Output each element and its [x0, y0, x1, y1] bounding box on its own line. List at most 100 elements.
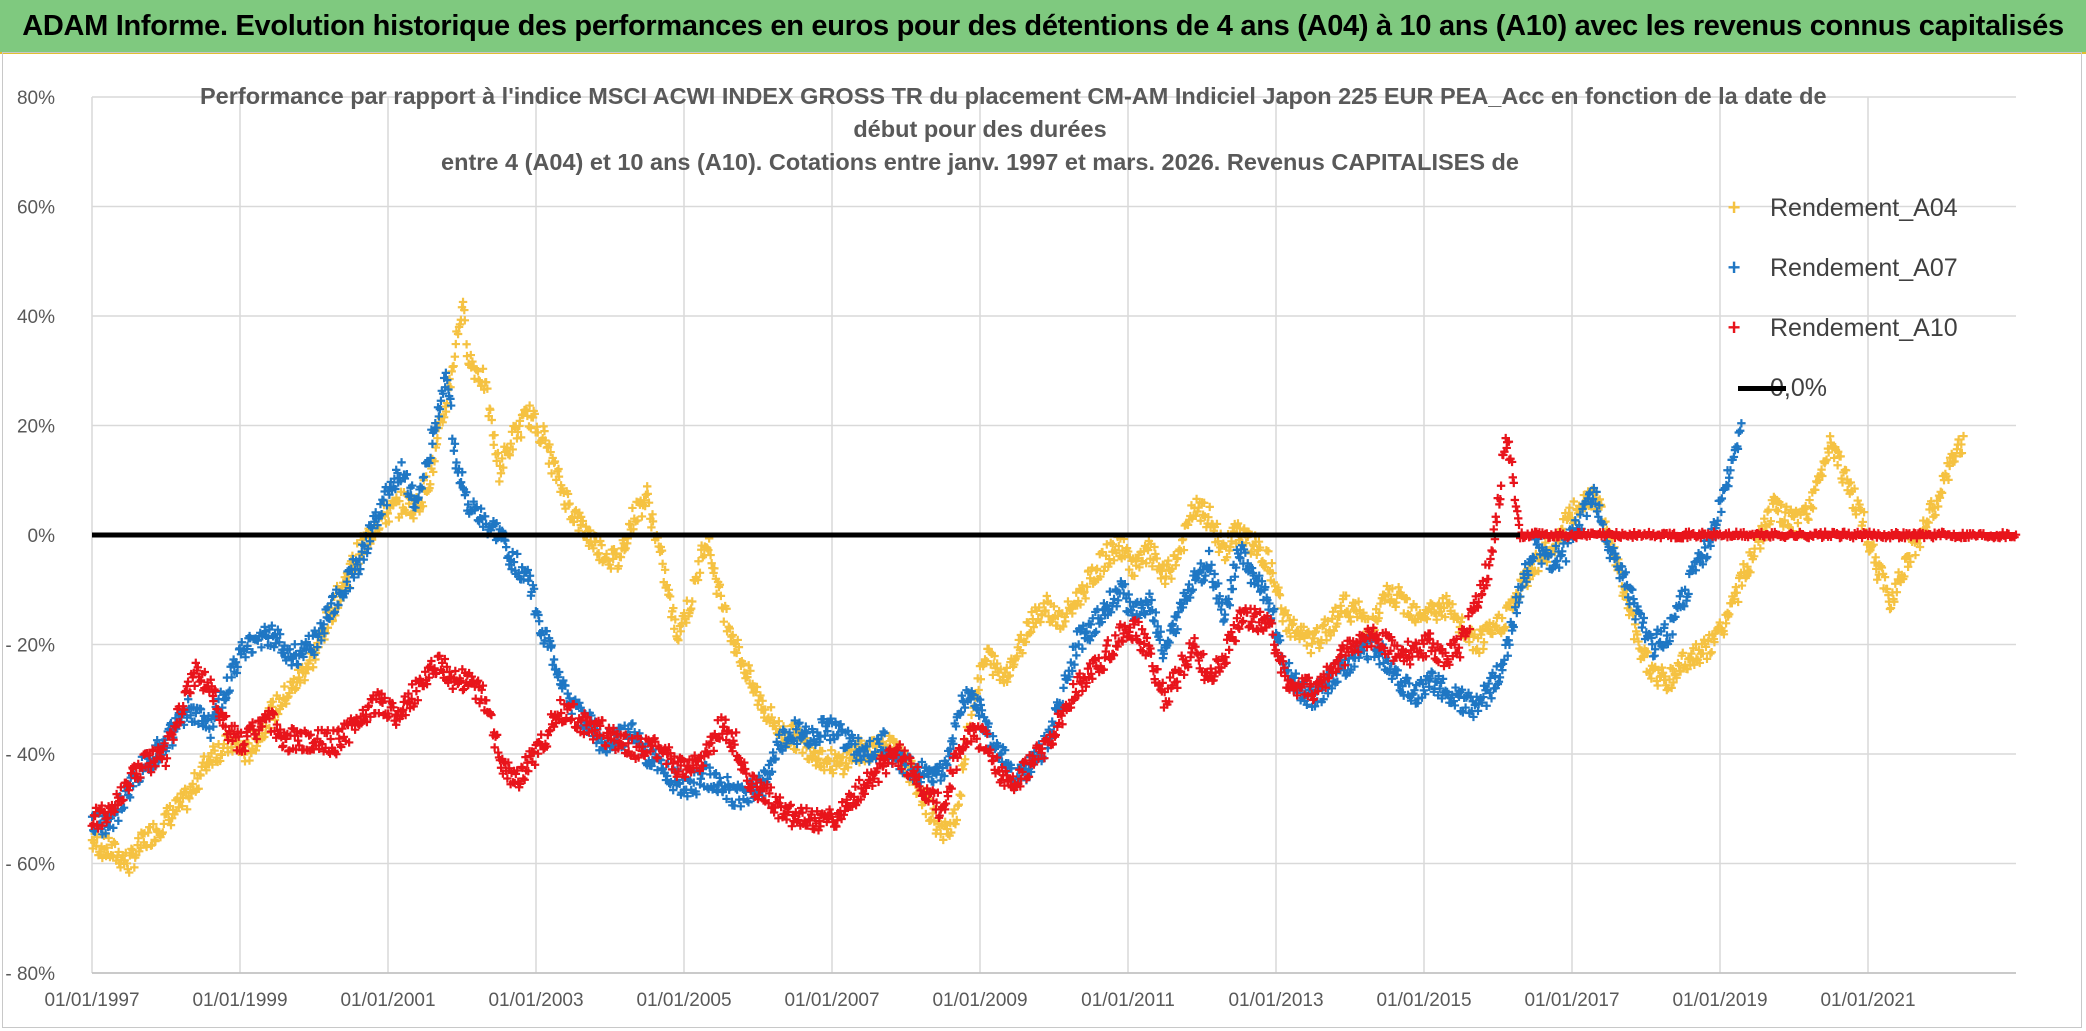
data-point-marker: [1710, 637, 1719, 647]
data-point-marker: [154, 743, 163, 752]
data-point-marker: [960, 703, 970, 712]
data-point-marker: [860, 789, 869, 799]
data-point-marker: [1733, 597, 1743, 607]
data-point-marker: [1224, 594, 1233, 604]
data-point-marker: [353, 539, 362, 548]
data-point-marker: [1281, 606, 1290, 615]
data-point-marker: [1650, 645, 1660, 654]
data-point-marker: [873, 764, 882, 773]
data-point-marker: [412, 686, 421, 696]
data-point-marker: [269, 710, 279, 719]
data-point-marker: [1089, 655, 1099, 665]
data-point-marker: [869, 774, 879, 783]
data-point-marker: [177, 709, 187, 719]
data-point-marker: [1018, 767, 1027, 777]
data-point-marker: [1230, 572, 1240, 581]
data-point-marker: [1051, 730, 1060, 740]
data-point-marker: [956, 708, 966, 717]
data-point-marker: [233, 662, 242, 672]
data-point-marker: [1354, 597, 1363, 606]
data-point-marker: [1541, 538, 1550, 547]
data-point-marker: [181, 787, 191, 796]
data-point-marker: [1227, 537, 1236, 546]
x-tick-label: 01/01/1999: [192, 990, 287, 1011]
data-point-marker: [428, 439, 437, 448]
data-point-marker: [810, 813, 819, 823]
data-point-marker: [124, 786, 134, 795]
data-point-marker: [1588, 494, 1598, 504]
data-point-marker: [1156, 627, 1165, 636]
data-point-marker: [1309, 634, 1318, 643]
data-point-marker: [639, 496, 649, 505]
data-point-marker: [1190, 633, 1199, 643]
data-point-marker: [716, 591, 726, 601]
data-point-marker: [766, 703, 776, 712]
data-point-marker: [756, 691, 765, 700]
data-point-marker: [1477, 698, 1486, 707]
data-point-marker: [466, 350, 475, 360]
data-point-marker: [195, 677, 204, 686]
data-point-marker: [1698, 560, 1707, 569]
data-point-marker: [766, 783, 776, 792]
data-point-marker: [728, 630, 737, 640]
data-point-marker: [432, 423, 441, 432]
data-point-marker: [834, 721, 844, 730]
data-point-marker: [1143, 600, 1153, 609]
data-point-marker: [1059, 683, 1068, 693]
data-point-marker: [1684, 589, 1693, 599]
data-point-marker: [308, 663, 318, 672]
data-point-marker: [438, 418, 447, 427]
data-point-marker: [168, 741, 177, 750]
data-point-marker: [1421, 613, 1430, 622]
data-point-marker: [492, 519, 501, 528]
data-point-marker: [817, 746, 827, 756]
data-point-marker: [366, 522, 375, 532]
data-point-marker: [1448, 599, 1457, 609]
data-point-marker: [715, 734, 724, 743]
data-point-marker: [1906, 557, 1915, 567]
data-point-marker: [693, 575, 703, 585]
data-point-marker: [1754, 537, 1763, 546]
data-point-marker: [339, 593, 348, 602]
data-point-marker: [1719, 630, 1729, 639]
data-point-marker: [435, 404, 445, 414]
data-point-marker: [718, 729, 727, 738]
data-point-marker: [1511, 603, 1520, 612]
data-point-marker: [177, 801, 187, 811]
data-point-marker: [1456, 617, 1465, 627]
data-point-marker: [601, 741, 611, 751]
x-tick-label: 01/01/2021: [1820, 990, 1915, 1011]
data-point-marker: [1092, 564, 1102, 574]
data-point-marker: [559, 676, 568, 685]
data-point-marker: [1012, 652, 1022, 661]
data-point-marker: [503, 774, 512, 783]
data-point-marker: [722, 794, 731, 804]
data-point-marker: [1509, 622, 1518, 632]
data-point-marker: [1102, 641, 1111, 650]
data-point-marker: [190, 681, 199, 691]
data-point-marker: [879, 761, 888, 770]
data-point-marker: [1120, 580, 1130, 589]
data-point-marker: [451, 666, 460, 676]
data-point-marker: [689, 778, 698, 787]
data-point-marker: [1199, 576, 1209, 585]
data-point-marker: [1534, 566, 1543, 576]
data-point-marker: [752, 682, 762, 692]
data-point-marker: [356, 564, 365, 574]
data-point-marker: [524, 766, 533, 776]
data-point-marker: [508, 445, 517, 454]
data-point-marker: [1780, 516, 1789, 525]
data-point-marker: [499, 463, 508, 472]
data-point-marker: [1323, 689, 1333, 698]
data-point-marker: [1873, 575, 1882, 584]
data-point-marker: [1061, 617, 1070, 626]
data-point-marker: [744, 661, 753, 670]
data-point-marker: [771, 754, 780, 763]
data-point-marker: [1903, 562, 1913, 571]
data-point-marker: [1108, 540, 1118, 549]
data-point-marker: [951, 722, 961, 731]
data-point-marker: [1450, 701, 1460, 710]
data-point-marker: [1323, 616, 1332, 626]
data-point-marker: [976, 700, 986, 710]
data-point-marker: [1111, 631, 1120, 640]
